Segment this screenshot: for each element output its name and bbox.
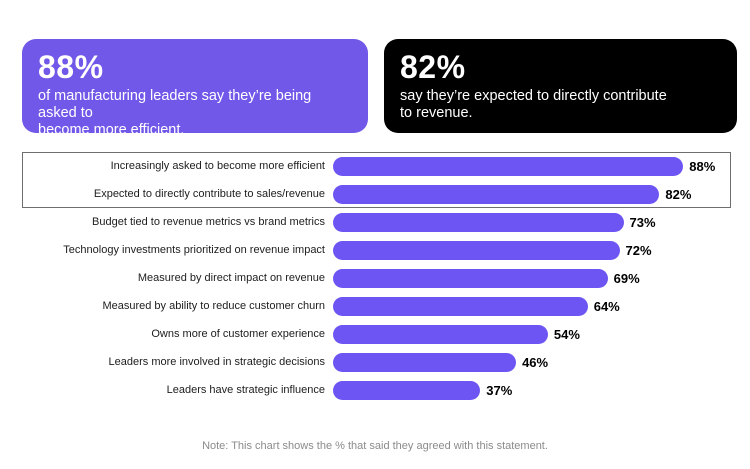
callout-stat-revenue: 82% bbox=[400, 49, 466, 85]
bar-value: 37% bbox=[486, 382, 513, 398]
bar-label: Expected to directly contribute to sales… bbox=[93, 188, 325, 200]
bar-value: 69% bbox=[613, 270, 640, 286]
bar bbox=[333, 156, 684, 176]
callout-card-efficiency: 88% of manufacturing leaders say they’re… bbox=[22, 39, 368, 138]
chart-row: Measured by direct impact on revenue 69% bbox=[22, 264, 731, 292]
bar-area: 82% bbox=[333, 184, 731, 204]
bar-label: Technology investments prioritized on re… bbox=[63, 244, 325, 256]
bar bbox=[333, 268, 608, 288]
bar-label: Owns more of customer experience bbox=[151, 328, 325, 340]
chart-footnote: Note: This chart shows the % that said t… bbox=[202, 440, 548, 452]
bar bbox=[333, 380, 481, 400]
bar-label: Measured by direct impact on revenue bbox=[137, 272, 325, 284]
bar-label: Measured by ability to reduce customer c… bbox=[102, 300, 325, 312]
bar bbox=[333, 184, 660, 204]
bar-area: 46% bbox=[333, 352, 731, 372]
bar-value: 82% bbox=[665, 186, 692, 202]
bar-area: 88% bbox=[333, 156, 731, 176]
bar-label: Budget tied to revenue metrics vs brand … bbox=[92, 216, 325, 228]
callout-text-revenue: say they’re expected to directly contrib… bbox=[400, 87, 667, 121]
bar-area: 69% bbox=[333, 268, 731, 288]
bar bbox=[333, 240, 620, 260]
chart-row: Increasingly asked to become more effici… bbox=[22, 152, 731, 180]
callout-text-efficiency: of manufacturing leaders say they’re bei… bbox=[38, 87, 312, 139]
bar-area: 72% bbox=[333, 240, 731, 260]
bar-area: 64% bbox=[333, 296, 731, 316]
bar bbox=[333, 352, 517, 372]
callout-card-revenue: 82% say they’re expected to directly con… bbox=[384, 39, 737, 133]
bar-chart: Increasingly asked to become more effici… bbox=[22, 152, 731, 404]
bar bbox=[333, 296, 588, 316]
bar-value: 64% bbox=[593, 298, 620, 314]
bar-value: 72% bbox=[625, 242, 652, 258]
bar-label: Leaders more involved in strategic decis… bbox=[108, 356, 325, 368]
bar-area: 54% bbox=[333, 324, 731, 344]
bar-value: 54% bbox=[553, 326, 580, 342]
chart-rows: Increasingly asked to become more effici… bbox=[22, 152, 731, 404]
bar bbox=[333, 324, 548, 344]
chart-row: Measured by ability to reduce customer c… bbox=[22, 292, 731, 320]
bar-value: 46% bbox=[522, 354, 549, 370]
bar-value: 88% bbox=[689, 158, 716, 174]
bar-label: Increasingly asked to become more effici… bbox=[110, 160, 325, 172]
chart-row: Leaders have strategic influence 37% bbox=[22, 376, 731, 404]
chart-row: Owns more of customer experience 54% bbox=[22, 320, 731, 348]
bar-area: 73% bbox=[333, 212, 731, 232]
bar-label: Leaders have strategic influence bbox=[166, 384, 325, 396]
chart-row: Leaders more involved in strategic decis… bbox=[22, 348, 731, 376]
bar bbox=[333, 212, 624, 232]
chart-row: Expected to directly contribute to sales… bbox=[22, 180, 731, 208]
bar-value: 73% bbox=[629, 214, 656, 230]
callout-stat-efficiency: 88% bbox=[38, 49, 104, 85]
chart-row: Budget tied to revenue metrics vs brand … bbox=[22, 208, 731, 236]
chart-row: Technology investments prioritized on re… bbox=[22, 236, 731, 264]
bar-area: 37% bbox=[333, 380, 731, 400]
